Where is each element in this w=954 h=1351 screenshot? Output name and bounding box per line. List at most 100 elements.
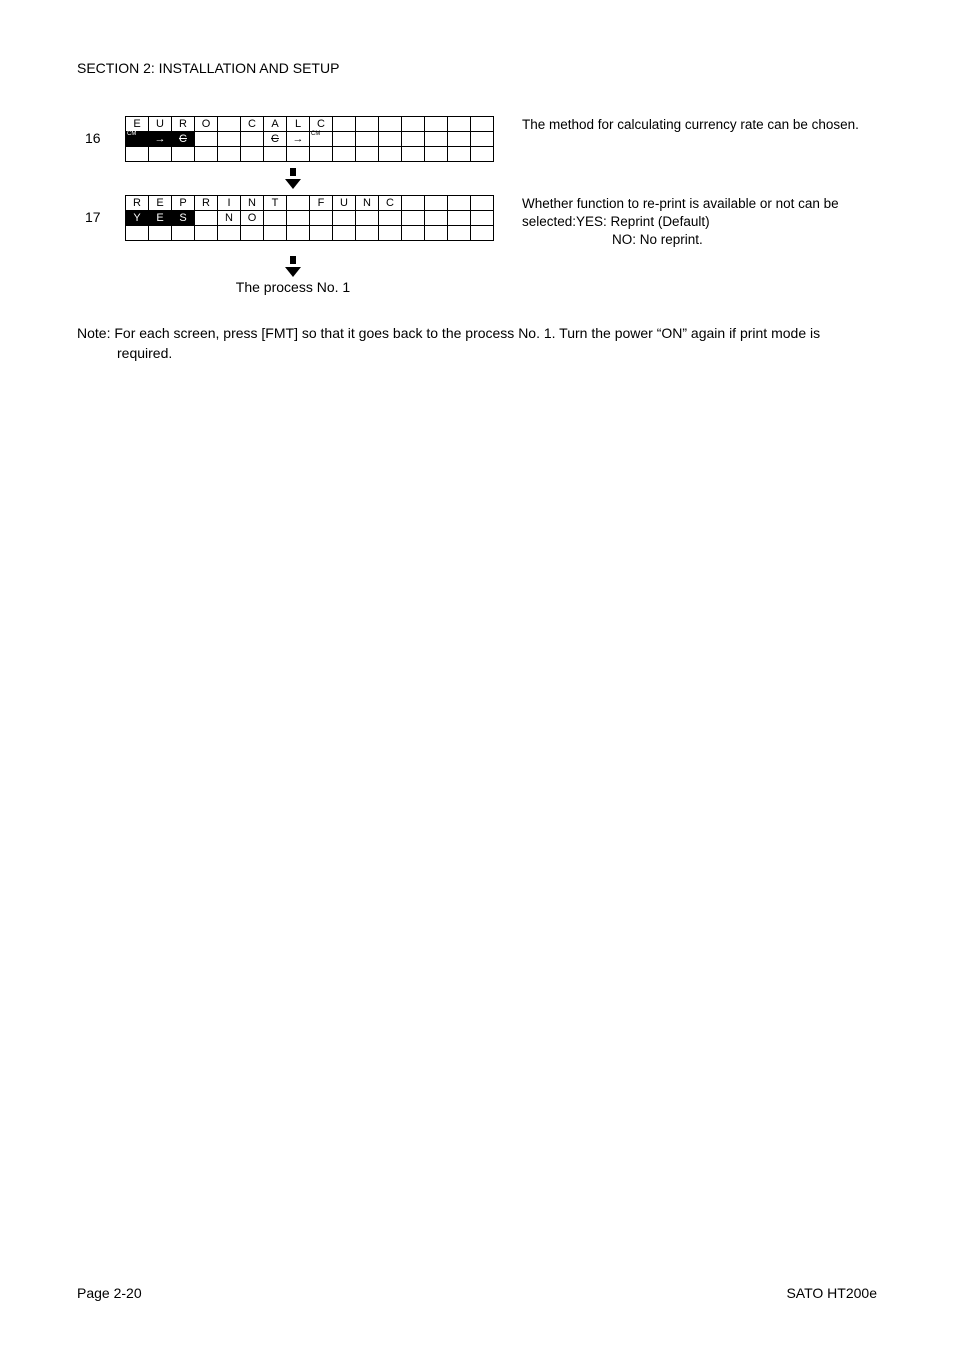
lcd-cell: L xyxy=(286,116,310,132)
arrow-16 xyxy=(117,168,877,189)
lcd-cell xyxy=(447,146,471,162)
lcd-cell xyxy=(470,131,494,147)
lcd-cell: CM xyxy=(125,131,149,147)
lcd-cell xyxy=(332,225,356,241)
lcd-cell xyxy=(240,225,264,241)
lcd-cell: R xyxy=(194,195,218,211)
lcd-cell xyxy=(240,146,264,162)
lcd-cell xyxy=(148,225,172,241)
lcd-cell xyxy=(217,225,241,241)
lcd-cell: C xyxy=(309,116,333,132)
lcd-cell: F xyxy=(309,195,333,211)
lcd-cell xyxy=(309,146,333,162)
lcd-cell: E xyxy=(148,210,172,226)
block-16: 16 EUROCALCCM→CC→CM The method for calcu… xyxy=(77,116,877,162)
lcd-cell: E xyxy=(125,116,149,132)
lcd-cell xyxy=(125,146,149,162)
lcd-cell: A xyxy=(263,116,287,132)
lcd-cell: C xyxy=(378,195,402,211)
desc-17-line2: NO: No reprint. xyxy=(522,231,703,249)
lcd-cell xyxy=(424,131,448,147)
lcd-cell xyxy=(470,195,494,211)
lcd-cell xyxy=(309,225,333,241)
lcd-cell: U xyxy=(148,116,172,132)
lcd-cell xyxy=(378,116,402,132)
lcd-cell: → xyxy=(286,131,310,147)
lcd-cell xyxy=(286,146,310,162)
lcd-cell: O xyxy=(194,116,218,132)
note-text: Note: For each screen, press [FMT] so th… xyxy=(77,323,877,364)
lcd-cell xyxy=(424,210,448,226)
lcd-cell xyxy=(378,146,402,162)
lcd-cell: N xyxy=(217,210,241,226)
lcd-cell: O xyxy=(240,210,264,226)
lcd-cell xyxy=(470,210,494,226)
lcd-cell xyxy=(240,131,264,147)
lcd-cell: CM xyxy=(309,131,333,147)
lcd-cell: Y xyxy=(125,210,149,226)
desc-17-line1: Whether function to re-print is availabl… xyxy=(522,196,839,229)
lcd-cell xyxy=(447,210,471,226)
lcd-cell xyxy=(470,146,494,162)
lcd-cell xyxy=(401,225,425,241)
row-number-16: 16 xyxy=(77,116,125,146)
footer: Page 2-20 SATO HT200e xyxy=(77,1285,877,1301)
lcd-cell xyxy=(171,225,195,241)
footer-page: Page 2-20 xyxy=(77,1285,142,1301)
lcd-cell xyxy=(355,116,379,132)
lcd-cell xyxy=(470,225,494,241)
section-title: SECTION 2: INSTALLATION AND SETUP xyxy=(77,60,877,76)
arrow-17: The process No. 1 xyxy=(117,256,877,295)
lcd-cell xyxy=(378,131,402,147)
desc-17: Whether function to re-print is availabl… xyxy=(522,195,862,250)
lcd-cell xyxy=(378,210,402,226)
lcd-cell xyxy=(401,195,425,211)
lcd-cell: N xyxy=(355,195,379,211)
lcd-cell: R xyxy=(125,195,149,211)
lcd-cell xyxy=(125,225,149,241)
lcd-cell xyxy=(401,210,425,226)
lcd-cell xyxy=(263,225,287,241)
lcd-cell xyxy=(447,195,471,211)
lcd-cell xyxy=(309,210,333,226)
lcd-cell: T xyxy=(263,195,287,211)
lcd-cell xyxy=(355,225,379,241)
lcd-cell: C xyxy=(263,131,287,147)
lcd-cell xyxy=(263,210,287,226)
lcd-cell: I xyxy=(217,195,241,211)
lcd-cell xyxy=(332,146,356,162)
lcd-cell xyxy=(286,225,310,241)
lcd-cell xyxy=(447,131,471,147)
block-17: 17 REPRINTFUNCYESNO Whether function to … xyxy=(77,195,877,250)
lcd-cell: → xyxy=(148,131,172,147)
note: Note: For each screen, press [FMT] so th… xyxy=(77,323,877,364)
lcd-cell xyxy=(424,146,448,162)
lcd-cell: U xyxy=(332,195,356,211)
lcd-cell xyxy=(424,225,448,241)
lcd-cell xyxy=(194,225,218,241)
lcd-cell xyxy=(447,225,471,241)
lcd-cell xyxy=(194,210,218,226)
lcd-cell xyxy=(148,146,172,162)
lcd-16: EUROCALCCM→CC→CM xyxy=(125,116,494,162)
lcd-cell xyxy=(332,116,356,132)
lcd-cell xyxy=(194,131,218,147)
lcd-17: REPRINTFUNCYESNO xyxy=(125,195,494,241)
lcd-cell: N xyxy=(240,195,264,211)
lcd-cell xyxy=(378,225,402,241)
lcd-cell: E xyxy=(148,195,172,211)
lcd-cell: C xyxy=(171,131,195,147)
row-number-17: 17 xyxy=(77,195,125,225)
lcd-cell xyxy=(401,131,425,147)
lcd-cell xyxy=(401,116,425,132)
lcd-cell xyxy=(332,131,356,147)
lcd-cell: P xyxy=(171,195,195,211)
lcd-cell xyxy=(171,146,195,162)
desc-16: The method for calculating currency rate… xyxy=(522,116,859,134)
lcd-cell: R xyxy=(171,116,195,132)
lcd-cell xyxy=(355,210,379,226)
lcd-cell xyxy=(217,116,241,132)
lcd-cell xyxy=(286,210,310,226)
lcd-cell: C xyxy=(240,116,264,132)
lcd-cell xyxy=(401,146,425,162)
